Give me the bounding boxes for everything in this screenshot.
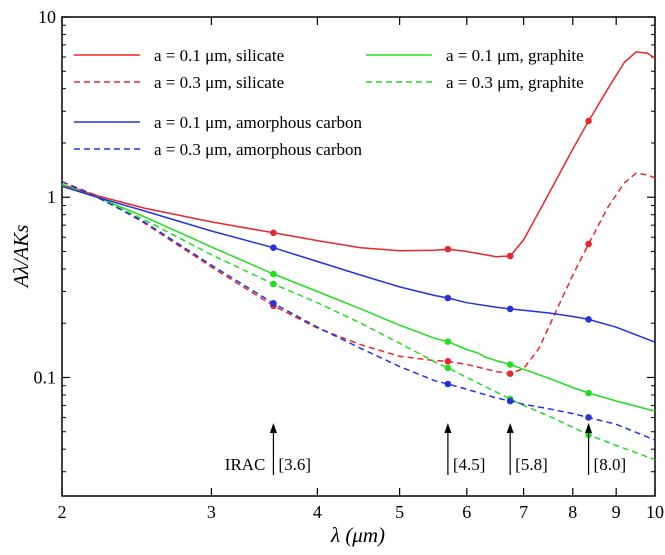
series-marker bbox=[585, 240, 592, 248]
series-marker bbox=[270, 299, 277, 307]
series-marker bbox=[506, 370, 514, 377]
y-tick-label: 10 bbox=[38, 7, 56, 27]
series-marker bbox=[444, 245, 452, 253]
series-marker bbox=[506, 397, 514, 405]
band-label: [4.5] bbox=[453, 455, 486, 474]
legend: a = 0.1 μm, silicate a = 0.1 μm, graphite… bbox=[74, 46, 584, 159]
band-arrow-head bbox=[506, 423, 514, 433]
plot-frame bbox=[61, 16, 656, 497]
band-label: [5.8] bbox=[515, 455, 548, 474]
series-marker bbox=[506, 252, 514, 260]
series-line bbox=[62, 183, 655, 461]
series-marker bbox=[444, 294, 452, 302]
x-tick-label: 5 bbox=[395, 502, 404, 522]
series-line bbox=[62, 181, 655, 441]
x-tick-label: 3 bbox=[207, 502, 216, 522]
x-tick-label: 9 bbox=[612, 502, 621, 522]
ticks-layer: 2 3 4 5 6 7 8 9 10 0.1 1 10 bbox=[34, 7, 665, 522]
x-tick-label: 4 bbox=[313, 502, 322, 522]
series-marker bbox=[444, 364, 452, 372]
series-marker bbox=[270, 270, 277, 278]
x-tick-label: 8 bbox=[568, 502, 577, 522]
band-label: [3.6] bbox=[278, 455, 311, 474]
irac-label: IRAC bbox=[225, 455, 266, 474]
series-marker bbox=[444, 338, 452, 345]
series-line bbox=[62, 184, 655, 412]
series-line bbox=[62, 172, 655, 375]
y-axis-title: Aλ/AKs bbox=[9, 225, 33, 290]
legend-label: a = 0.1 μm, graphite bbox=[446, 46, 584, 65]
legend-label: a = 0.1 μm, amorphous carbon bbox=[154, 113, 363, 132]
series-marker bbox=[270, 229, 277, 237]
series-marker bbox=[585, 414, 592, 421]
annotation-layer: [3.6] [4.5] [5.8] [8.0] IRAC bbox=[225, 423, 626, 475]
series-line bbox=[62, 51, 655, 258]
x-tick-label: 10 bbox=[646, 502, 664, 522]
x-tick-label: 7 bbox=[519, 502, 528, 522]
series-marker bbox=[506, 305, 514, 313]
legend-label: a = 0.3 μm, silicate bbox=[154, 73, 284, 92]
x-axis-title: λ (μm) bbox=[330, 523, 385, 547]
series-marker bbox=[444, 357, 452, 365]
band-arrow-head bbox=[444, 423, 452, 433]
legend-label: a = 0.3 μm, graphite bbox=[446, 73, 584, 92]
legend-label: a = 0.1 μm, silicate bbox=[154, 46, 284, 65]
y-tick-label: 0.1 bbox=[34, 367, 57, 387]
x-tick-label: 2 bbox=[58, 502, 67, 522]
series-marker bbox=[585, 389, 592, 397]
series-layer bbox=[62, 51, 655, 461]
band-arrow-head bbox=[269, 423, 277, 433]
legend-label: a = 0.3 μm, amorphous carbon bbox=[154, 140, 363, 159]
band-label: [8.0] bbox=[594, 455, 627, 474]
series-marker bbox=[270, 280, 277, 288]
series-marker bbox=[506, 361, 514, 368]
series-marker bbox=[444, 380, 452, 388]
y-tick-label: 1 bbox=[47, 187, 56, 207]
band-arrow-head bbox=[585, 423, 593, 433]
x-tick-label: 6 bbox=[462, 502, 471, 522]
series-marker bbox=[270, 244, 277, 251]
series-marker bbox=[585, 117, 592, 125]
series-marker bbox=[585, 316, 592, 323]
